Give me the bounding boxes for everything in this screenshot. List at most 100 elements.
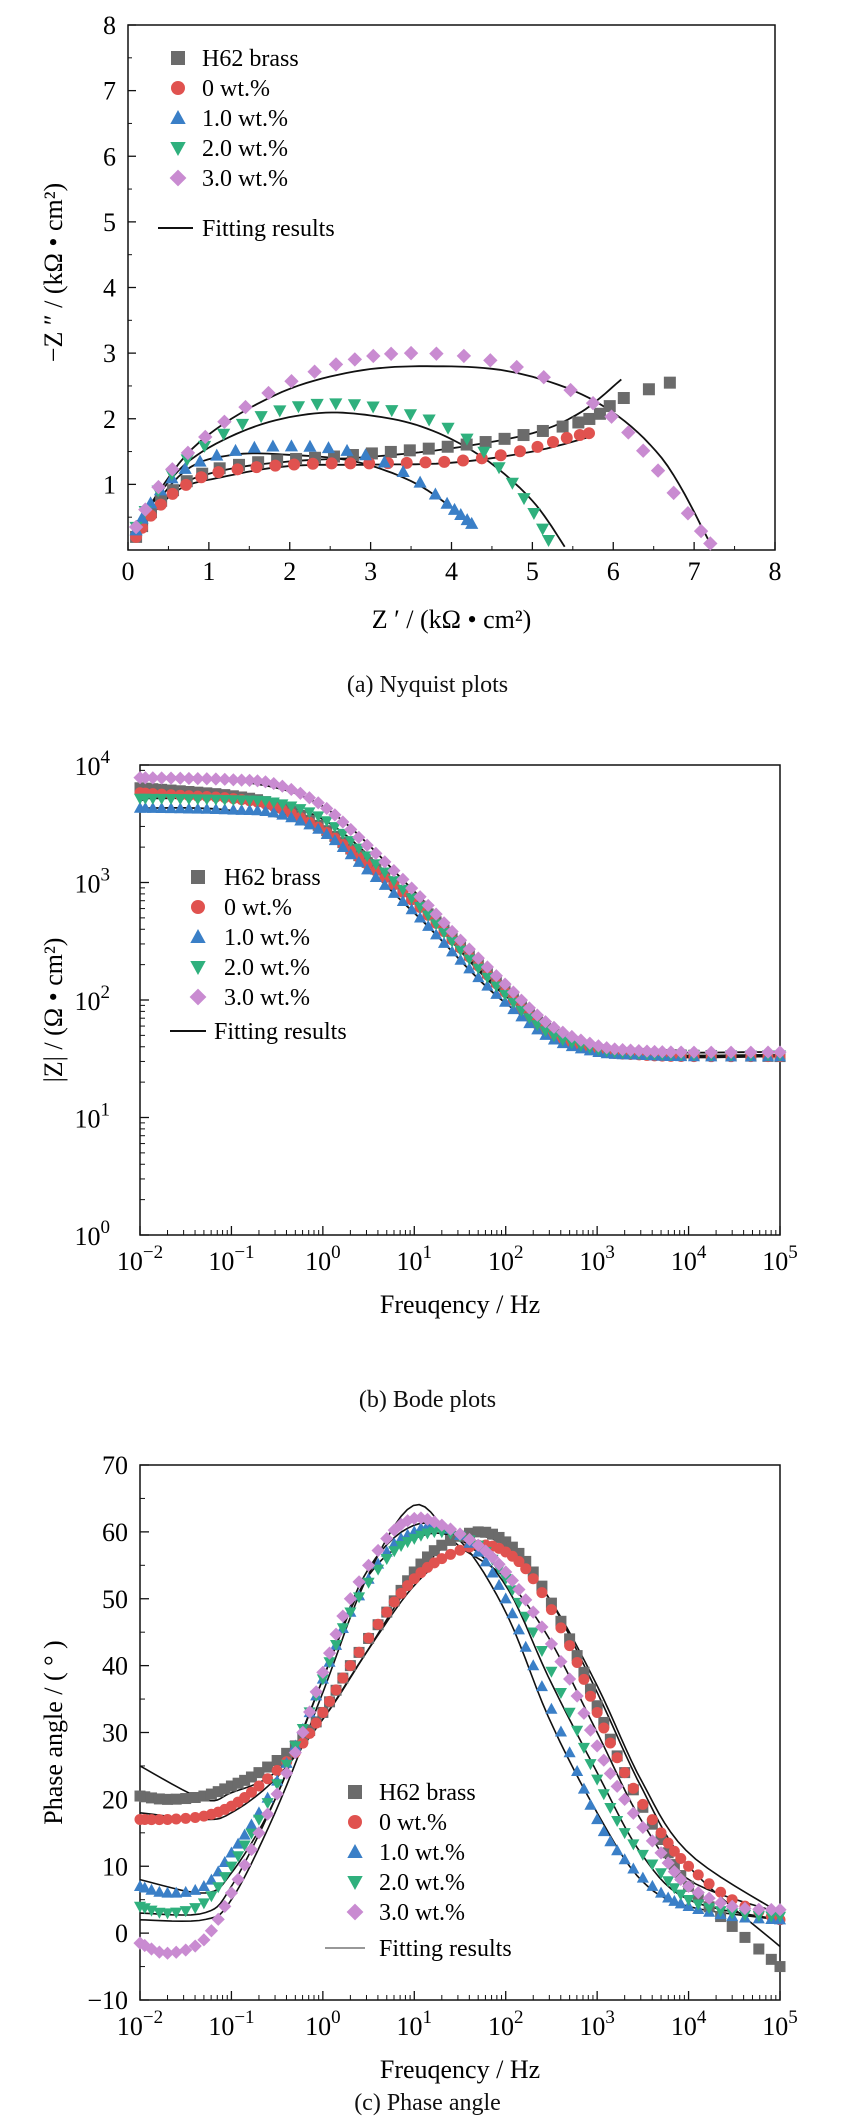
point-10wt: [405, 903, 418, 915]
point-20wt: [726, 1908, 739, 1920]
point-10wt: [519, 1640, 532, 1652]
point-0wt: [598, 1722, 610, 1734]
point-10wt: [512, 1623, 525, 1635]
point-30wt: [261, 385, 276, 401]
point-30wt: [650, 463, 666, 478]
point-30wt: [453, 933, 468, 947]
point-30wt: [621, 425, 636, 440]
point-H62brass: [536, 1580, 548, 1592]
point-10wt: [138, 1881, 151, 1893]
y-axis-label: |Z| / (Ω • cm²): [39, 938, 68, 1083]
point-20wt: [261, 1798, 274, 1810]
point-30wt: [302, 791, 316, 805]
point-0wt: [703, 1878, 715, 1890]
point-0wt: [370, 865, 382, 877]
point-0wt: [269, 459, 282, 472]
x-tick-label: 10−2: [117, 2007, 163, 2041]
point-10wt: [479, 1555, 492, 1567]
point-0wt: [166, 487, 179, 500]
point-H62brass: [198, 1790, 210, 1802]
point-10wt: [284, 439, 299, 452]
point-0wt: [180, 1812, 192, 1824]
point-10wt: [388, 1537, 401, 1549]
point-10wt: [486, 1566, 499, 1578]
point-30wt: [483, 353, 498, 368]
point-20wt: [517, 493, 531, 506]
point-20wt: [441, 422, 455, 435]
point-20wt: [539, 1026, 552, 1038]
point-10wt: [161, 1886, 174, 1898]
point-10wt: [422, 919, 435, 931]
point-30wt: [471, 951, 485, 965]
point-20wt: [267, 797, 280, 809]
y-tick-label: 30: [102, 1719, 128, 1748]
point-10wt: [378, 878, 391, 890]
point-20wt: [682, 1895, 695, 1907]
point-0wt: [560, 431, 573, 444]
point-20wt: [422, 414, 436, 427]
legend-marker: [171, 51, 185, 65]
point-30wt: [198, 429, 213, 445]
point-30wt: [138, 502, 153, 517]
point-0wt: [436, 1553, 448, 1565]
point-H62brass: [441, 440, 454, 453]
point-20wt: [336, 828, 349, 840]
point-0wt: [262, 1773, 274, 1785]
point-10wt: [447, 502, 462, 515]
point-20wt: [197, 440, 212, 453]
point-H62brass: [239, 1774, 251, 1786]
point-20wt: [310, 398, 324, 411]
point-H62brass: [428, 1545, 440, 1557]
point-10wt: [535, 1680, 548, 1692]
point-10wt: [463, 962, 476, 974]
point-30wt: [383, 346, 399, 362]
point-30wt: [479, 1544, 493, 1558]
point-20wt: [477, 446, 491, 459]
point-30wt: [146, 771, 160, 785]
legend-label: H62 brass: [379, 1780, 476, 1806]
point-20wt: [227, 795, 240, 807]
point-10wt: [267, 806, 280, 818]
point-10wt: [247, 440, 261, 453]
point-10wt: [454, 953, 467, 965]
point-0wt: [271, 1765, 283, 1777]
point-30wt: [401, 1514, 415, 1528]
point-0wt: [344, 457, 357, 470]
point-H62brass: [726, 1920, 738, 1932]
point-30wt: [509, 359, 524, 375]
point-10wt: [591, 1813, 604, 1825]
point-20wt: [388, 1546, 401, 1558]
point-20wt: [654, 1868, 668, 1880]
point-30wt: [585, 395, 601, 411]
point-10wt: [135, 511, 149, 524]
point-H62brass: [591, 1700, 603, 1712]
point-30wt: [530, 1008, 544, 1022]
point-20wt: [692, 1899, 705, 1911]
point-10wt: [193, 454, 207, 467]
point-H62brass: [564, 1633, 576, 1645]
legend-marker: [191, 870, 205, 884]
point-10wt: [227, 803, 240, 815]
point-30wt: [344, 822, 358, 837]
point-H62brass: [603, 400, 616, 413]
point-H62brass: [162, 1793, 174, 1805]
point-20wt: [454, 945, 467, 957]
point-30wt: [429, 907, 443, 921]
point-30wt: [536, 369, 551, 385]
x-tick-label: 105: [762, 1242, 798, 1276]
point-20wt: [408, 1533, 421, 1545]
point-30wt: [655, 1045, 669, 1059]
x-tick-label: 10−2: [117, 1242, 163, 1276]
point-10wt: [604, 1835, 617, 1847]
point-10wt: [387, 886, 400, 898]
legend-marker: [348, 1785, 362, 1799]
point-30wt: [165, 462, 180, 477]
legend-marker: [190, 961, 206, 976]
y-tick-label: 20: [102, 1785, 128, 1814]
point-20wt: [385, 405, 399, 418]
point-30wt: [687, 1045, 701, 1059]
x-tick-label: 10−1: [208, 2007, 254, 2041]
point-20wt: [646, 1859, 659, 1871]
point-20wt: [179, 1906, 192, 1918]
point-30wt: [556, 1025, 570, 1039]
